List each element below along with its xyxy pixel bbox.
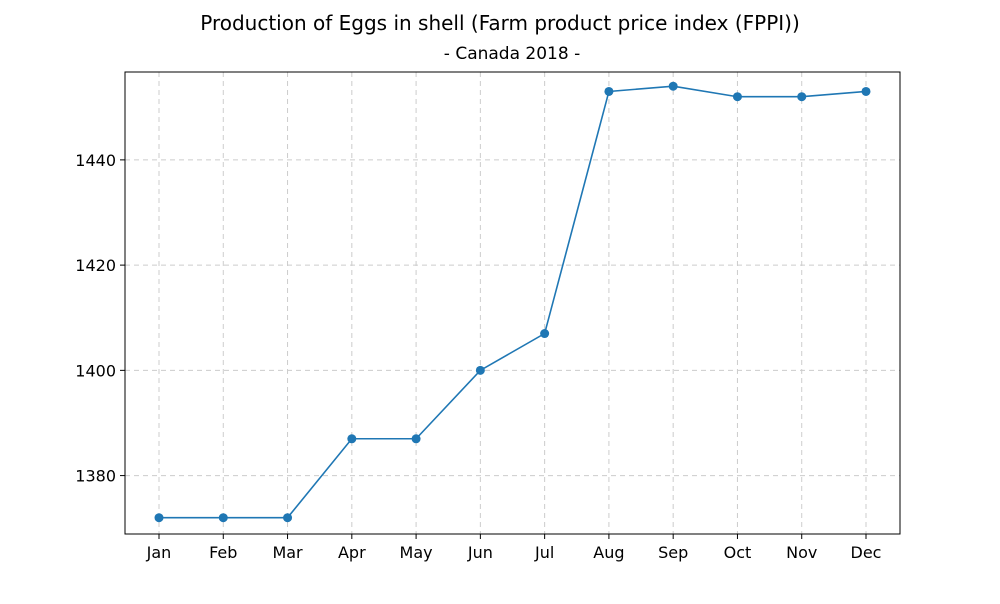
x-tick-label: May bbox=[400, 543, 433, 562]
x-tick-label: Jul bbox=[534, 543, 554, 562]
data-point bbox=[218, 513, 228, 523]
x-tick-label: Jun bbox=[467, 543, 493, 562]
data-point bbox=[283, 513, 293, 523]
data-point bbox=[411, 434, 421, 444]
y-tick-label: 1440 bbox=[75, 151, 116, 170]
data-point bbox=[797, 92, 807, 102]
x-tick-label: Jan bbox=[146, 543, 172, 562]
y-tick-label: 1420 bbox=[75, 256, 116, 275]
series-line bbox=[159, 85, 867, 519]
x-tick-label: Nov bbox=[786, 543, 817, 562]
plot-frame bbox=[124, 71, 901, 535]
chart-subtitle: - Canada 2018 - bbox=[444, 44, 580, 64]
x-tick-label: Sep bbox=[658, 543, 688, 562]
y-tick-label: 1380 bbox=[75, 467, 116, 486]
y-tick-labels: 1380 1400 1420 1440 bbox=[75, 151, 116, 486]
data-point bbox=[154, 513, 164, 523]
x-tick-label: Dec bbox=[851, 543, 882, 562]
x-tick-label: Feb bbox=[209, 543, 237, 562]
y-tick-label: 1400 bbox=[75, 361, 116, 380]
x-tick-label: Aug bbox=[593, 543, 624, 562]
data-point bbox=[540, 329, 550, 339]
x-tick-label: Oct bbox=[724, 543, 752, 562]
grid-lines bbox=[125, 72, 900, 534]
x-tick-label: Mar bbox=[272, 543, 303, 562]
data-point bbox=[861, 86, 871, 96]
axes bbox=[120, 71, 901, 539]
data-point bbox=[668, 81, 678, 91]
data-point bbox=[347, 434, 357, 444]
x-tick-labels: Jan Feb Mar Apr May Jun Jul Aug Sep Oct Nov Dec bbox=[146, 543, 882, 562]
chart-title: Production of Eggs in shell (Farm produc… bbox=[200, 11, 800, 35]
series-lines bbox=[159, 85, 867, 519]
data-point bbox=[604, 86, 614, 96]
data-point bbox=[475, 365, 485, 375]
data-point bbox=[732, 92, 742, 102]
x-tick-label: Apr bbox=[338, 543, 366, 562]
series-points bbox=[154, 81, 871, 523]
